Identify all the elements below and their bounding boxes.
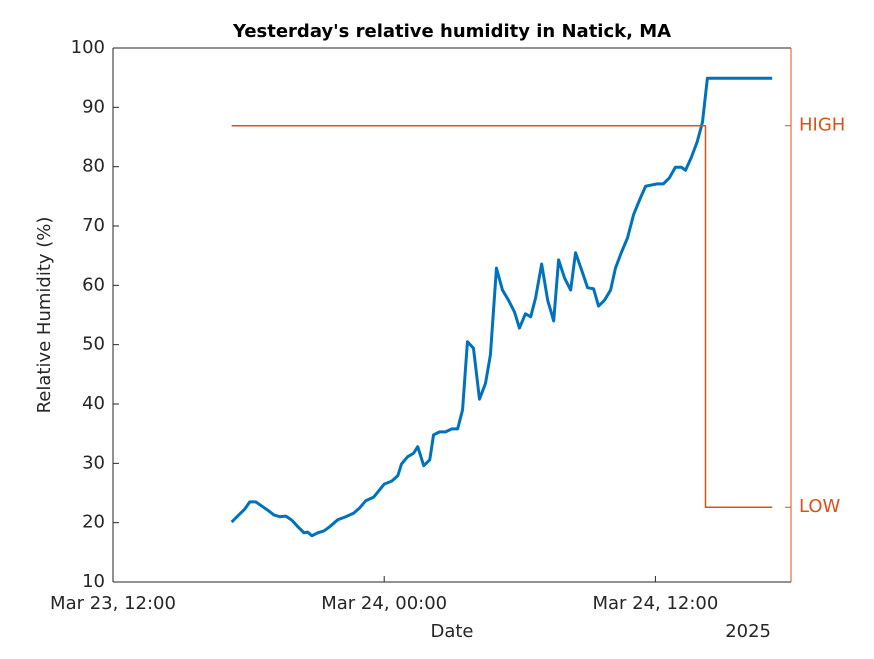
x-tick-label: Mar 24, 12:00 xyxy=(592,593,718,614)
x-tick-label: Mar 24, 00:00 xyxy=(321,593,447,614)
y2-tick-label: LOW xyxy=(799,496,841,517)
x-axis-label: Date xyxy=(430,621,473,642)
x-secondary-label: 2025 xyxy=(725,621,771,642)
y-tick-label: 10 xyxy=(82,571,105,592)
y-tick-label: 100 xyxy=(71,37,105,58)
y-tick-label: 20 xyxy=(82,512,105,533)
data-line xyxy=(231,124,773,508)
x-tick-label: Mar 23, 12:00 xyxy=(50,593,176,614)
y2-tick-label: HIGH xyxy=(799,115,845,136)
y-axis-label: Relative Humidity (%) xyxy=(34,217,55,414)
y-tick-label: 50 xyxy=(82,334,105,355)
y-tick-label: 90 xyxy=(82,96,105,117)
y-tick-label: 80 xyxy=(82,156,105,177)
chart-title: Yesterday's relative humidity in Natick,… xyxy=(232,21,671,42)
y-tick-label: 70 xyxy=(82,215,105,236)
y-tick-label: 30 xyxy=(82,452,105,473)
data-line xyxy=(230,76,773,538)
y-tick-label: 40 xyxy=(82,393,105,414)
y-tick-label: 60 xyxy=(82,274,105,295)
